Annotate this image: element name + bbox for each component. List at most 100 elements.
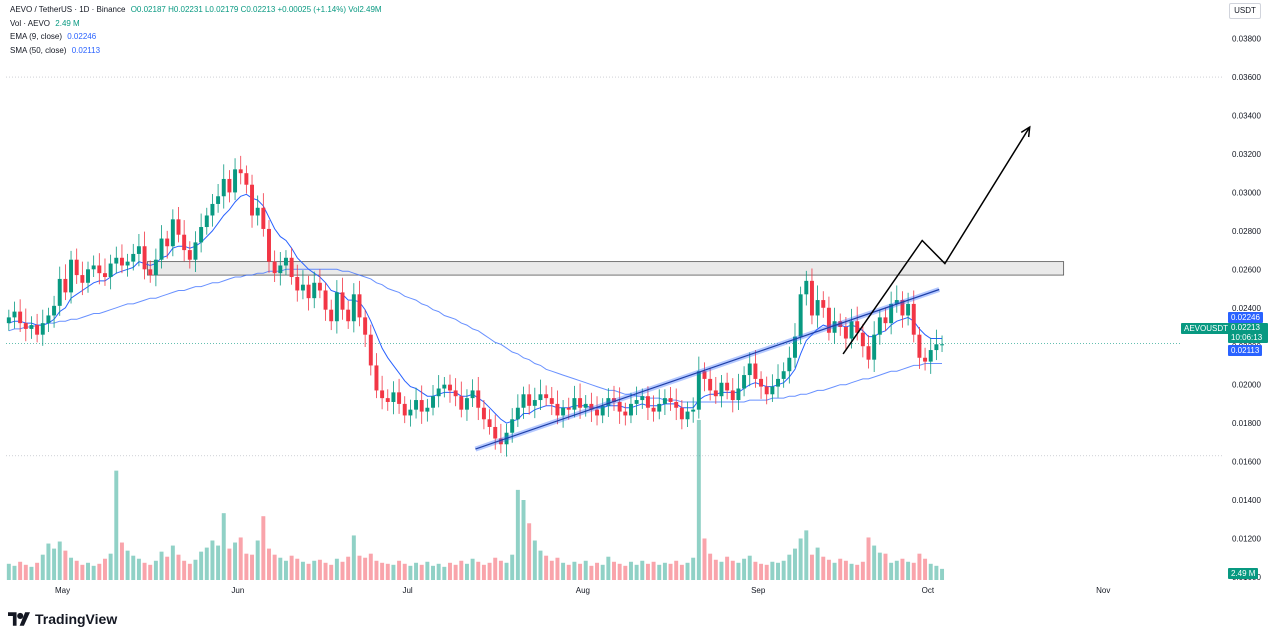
candle-body [730, 390, 735, 401]
candle [193, 231, 198, 273]
candlesticks [6, 155, 945, 457]
candle [131, 243, 136, 271]
candle-body [153, 259, 158, 276]
candle-body [80, 275, 85, 283]
volume-bar [855, 564, 860, 580]
volume-bar [442, 566, 447, 580]
candle [233, 158, 238, 201]
candle-body [368, 334, 373, 366]
candle [702, 362, 707, 392]
volume-bar [538, 550, 543, 580]
legend-sma-row[interactable]: SMA (50, close) 0.02113 [10, 44, 382, 58]
volume-bar [136, 558, 141, 580]
candle-body [685, 411, 690, 420]
candle-body [363, 317, 368, 335]
candle-body [527, 394, 532, 406]
volume-bar [662, 562, 667, 580]
candle [759, 371, 764, 399]
candle [74, 248, 79, 284]
legend-symbol-row[interactable]: AEVO / TetherUS · 1D · Binance O0.02187 … [10, 3, 382, 17]
candle [323, 282, 328, 321]
volume-bar [549, 560, 554, 580]
candle-body [934, 344, 939, 351]
volume-bars [6, 420, 945, 580]
candle-body [40, 323, 45, 335]
currency-button[interactable]: USDT [1229, 3, 1261, 19]
candle-body [911, 303, 916, 335]
candle [261, 193, 266, 237]
volume-bar [781, 560, 786, 580]
candle-body [227, 178, 232, 193]
volume-bar [668, 563, 673, 580]
candle-body [35, 325, 40, 335]
volume-bar [832, 562, 837, 580]
volume-bar [295, 558, 300, 580]
volume-bar [566, 564, 571, 580]
legend-volume-row[interactable]: Vol · AEVO 2.49 M [10, 17, 382, 31]
candle [199, 213, 204, 253]
candle-body [764, 386, 769, 395]
candle [114, 246, 119, 274]
candle [267, 220, 271, 273]
volume-bar [725, 556, 730, 580]
volume-bar [91, 565, 96, 580]
volume-bar [238, 537, 243, 580]
candle-body [289, 257, 294, 278]
candle-body [52, 305, 57, 316]
volume-bar [397, 560, 402, 580]
volume-bar [12, 565, 17, 580]
candle-body [798, 294, 803, 337]
candle [708, 367, 713, 401]
volume-bar [849, 563, 854, 580]
candle-body [261, 207, 266, 229]
candle-body [804, 280, 809, 295]
candle-body [453, 390, 458, 397]
volume-bar [114, 470, 119, 580]
last-price-tag: 0.02213 10:06:13 [1228, 323, 1268, 343]
candle [742, 366, 747, 397]
candle-body [702, 371, 707, 379]
candle [125, 253, 130, 277]
candle [753, 350, 758, 388]
candle [645, 386, 650, 421]
candle [809, 268, 814, 325]
candle-body [244, 173, 249, 185]
volume-bar [493, 557, 498, 580]
candle-body [832, 321, 837, 333]
candle-body [193, 242, 198, 260]
candle-body [928, 350, 933, 362]
ema-label: EMA (9, close) [10, 32, 63, 41]
volume-bar [809, 554, 814, 580]
tradingview-logo[interactable]: TradingView [8, 611, 117, 627]
volume-bar [80, 564, 85, 580]
support-trendline [475, 288, 940, 450]
candle-body [385, 398, 390, 402]
sma-price-tag: 0.02113 [1228, 345, 1263, 356]
y-tick-label: 0.02400 [1232, 304, 1261, 313]
volume-bar [730, 560, 735, 580]
candle-body [97, 265, 102, 274]
volume-bar [153, 560, 158, 580]
candle-body [408, 409, 413, 416]
candle [283, 250, 288, 276]
volume-bar [408, 565, 413, 580]
candle-body [640, 396, 645, 401]
candle [561, 400, 566, 428]
candle [747, 352, 752, 387]
volume-bar [40, 554, 45, 580]
volume-bar [159, 551, 164, 580]
volume-bar [572, 561, 577, 580]
volume-bar [787, 554, 792, 580]
candle [18, 299, 23, 332]
candle [227, 170, 232, 203]
volume-bar [204, 547, 209, 580]
legend-ema-row[interactable]: EMA (9, close) 0.02246 [10, 30, 382, 44]
volume-bar [278, 557, 283, 580]
drawings [474, 125, 1031, 452]
volume-price-tag: 2.49 M [1228, 568, 1259, 579]
volume-bar [923, 558, 928, 580]
candle-body [210, 203, 215, 216]
candle [80, 261, 85, 296]
candle-body [57, 278, 62, 306]
